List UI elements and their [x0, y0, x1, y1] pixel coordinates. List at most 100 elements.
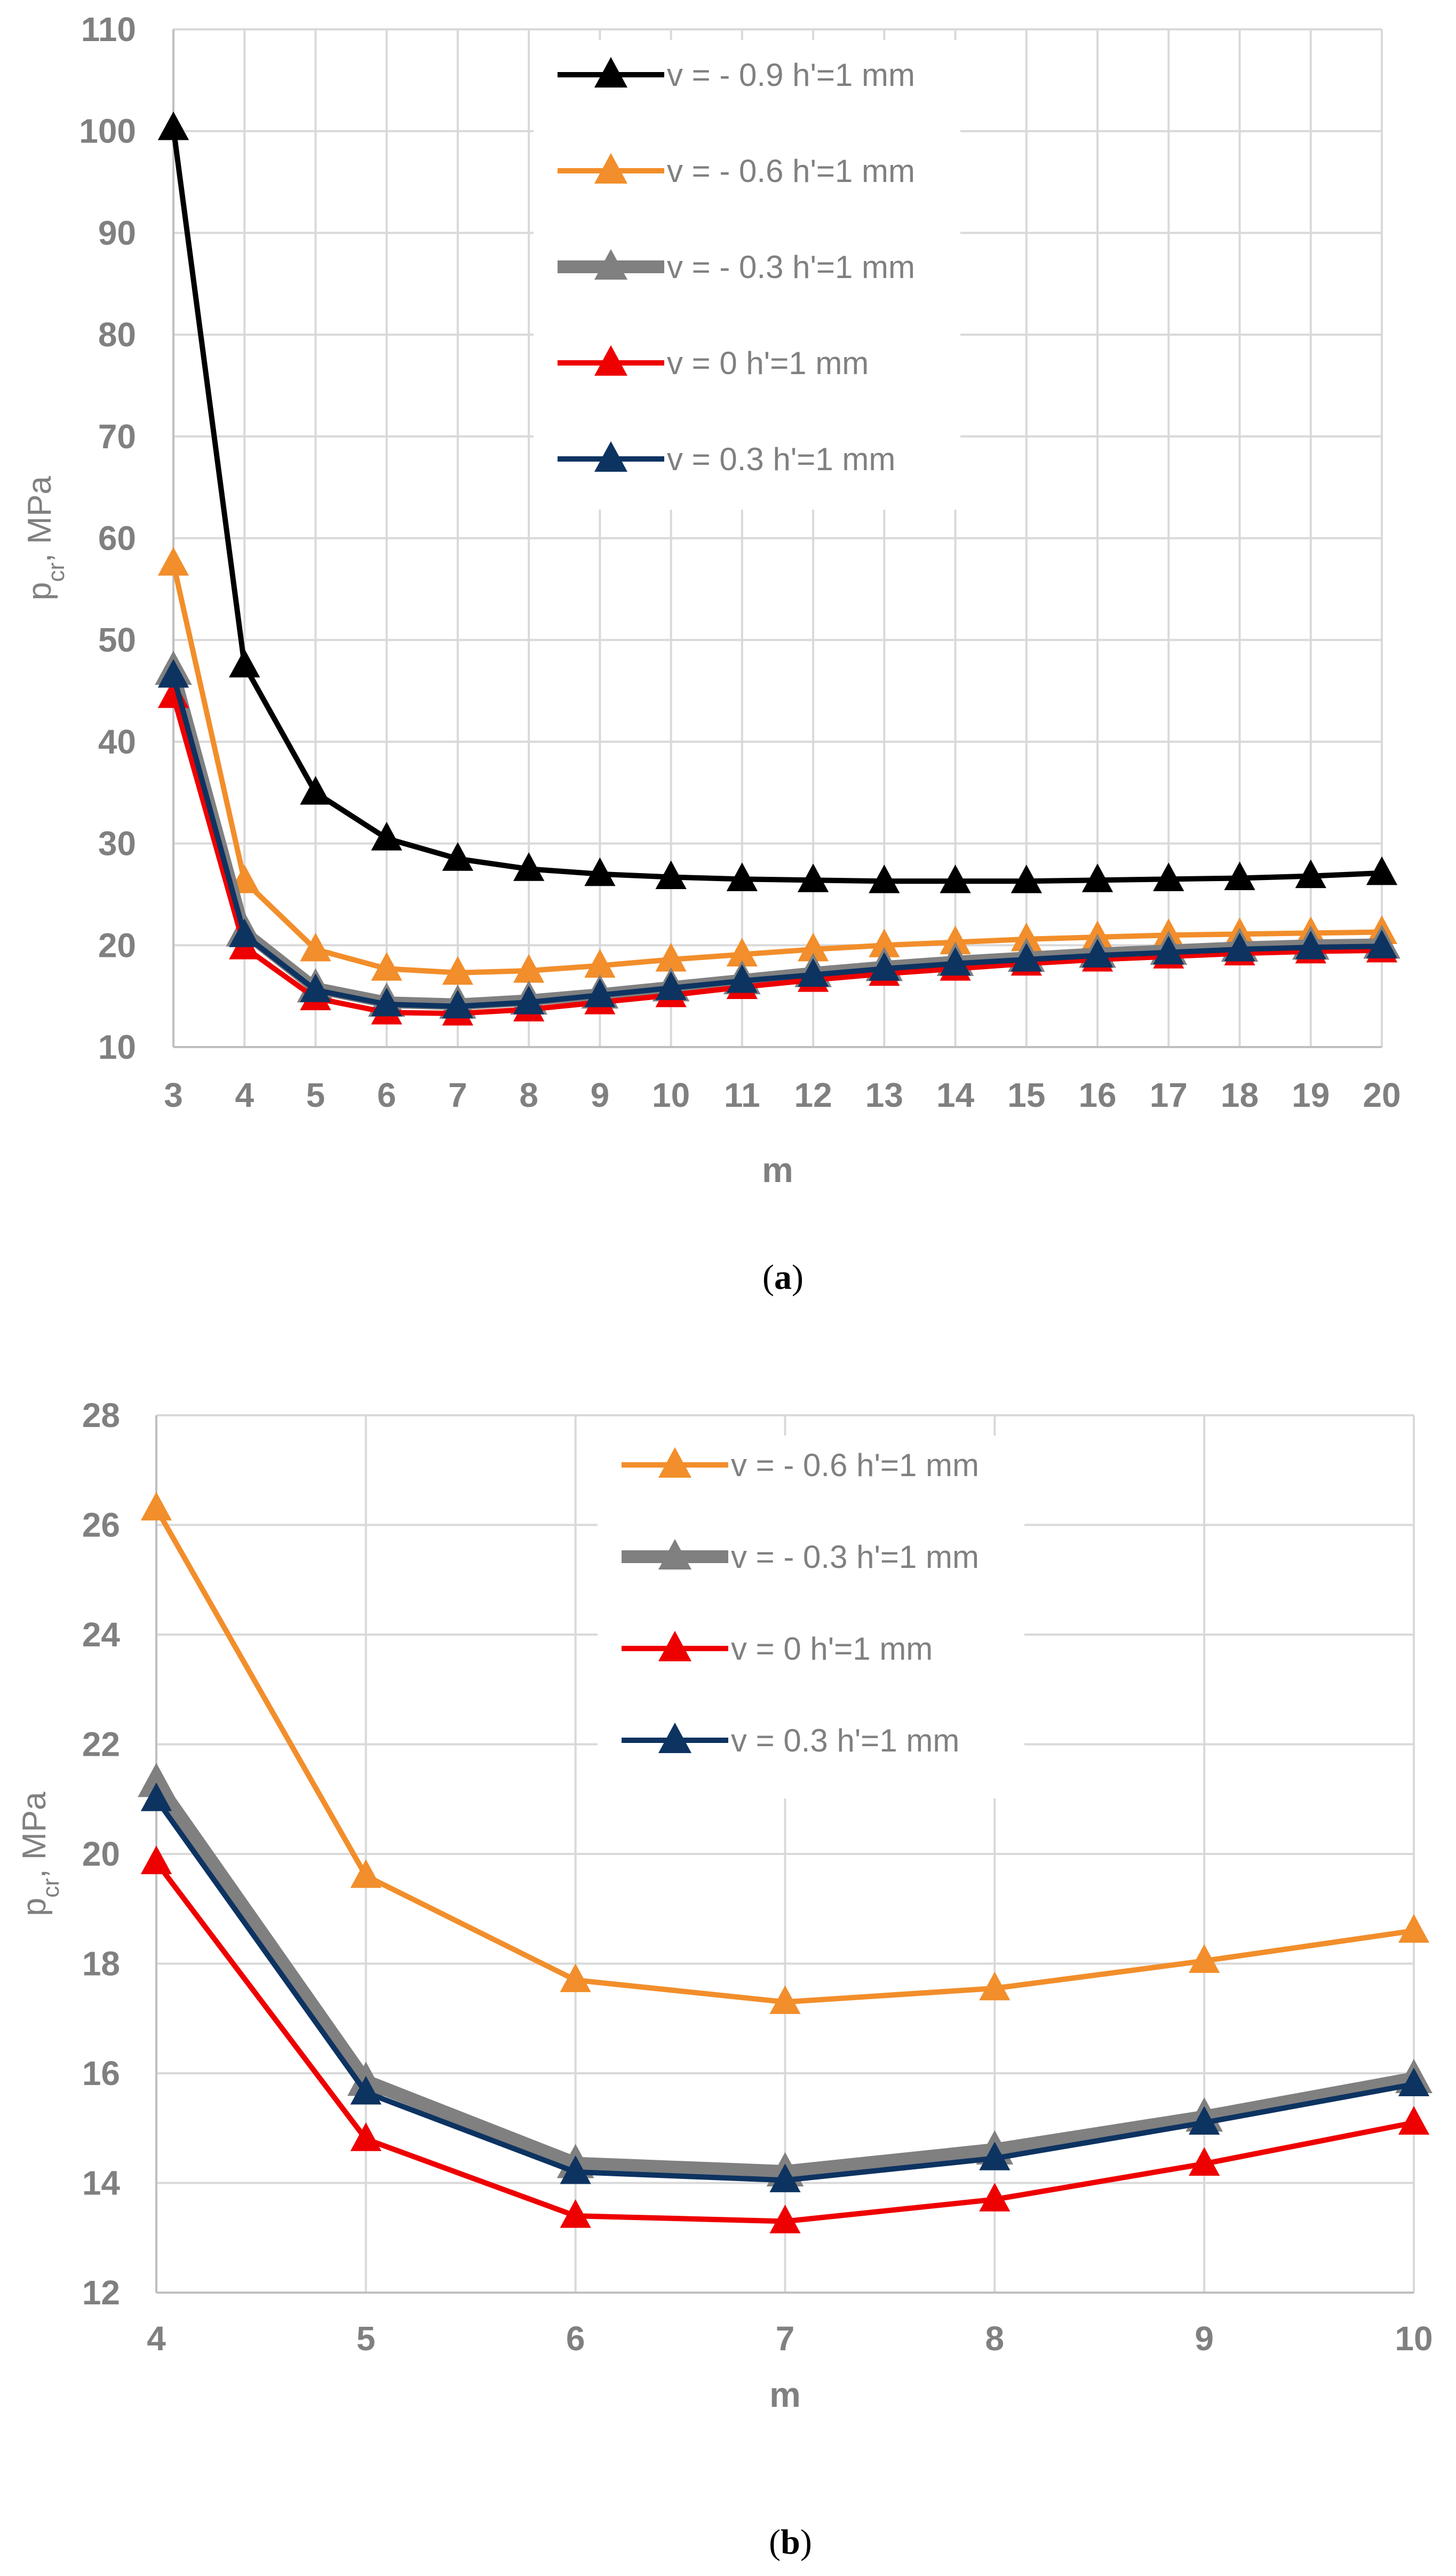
series-0-point [371, 821, 402, 851]
y-tick-label: 26 [82, 1506, 120, 1544]
series-0-point [442, 842, 474, 871]
y-axis-label: pcr, MPa [16, 1792, 64, 1916]
x-tick-label: 20 [1363, 1076, 1401, 1114]
legend-label-1: v = - 0.3 h'=1 mm [731, 1539, 979, 1575]
legend-marker-3 [658, 1722, 692, 1753]
series-0-point [1081, 863, 1113, 892]
series-4-point [1366, 930, 1398, 958]
legend-label-3: v = 0.3 h'=1 mm [731, 1723, 959, 1758]
legend-marker-1 [658, 1539, 692, 1570]
y-tick-label: 20 [98, 926, 136, 964]
y-tick-label: 40 [98, 723, 136, 761]
legend-marker-4 [594, 441, 628, 472]
y-axis-label: pcr, MPa [21, 475, 69, 600]
x-tick-label: 3 [164, 1076, 183, 1114]
x-axis-label: m [769, 2375, 801, 2414]
y-tick-label: 10 [98, 1028, 136, 1066]
series-2-point [1189, 2147, 1220, 2176]
legend-label-4: v = 0.3 h'=1 mm [667, 441, 895, 477]
series-0-point [513, 852, 545, 881]
series-line-1 [171, 561, 1385, 976]
x-tick-label: 5 [356, 2319, 376, 2358]
y-tick-label: 24 [82, 1615, 121, 1654]
legend-marker-1 [594, 153, 628, 184]
series-0-point [1153, 862, 1184, 891]
legend-marker-0 [658, 1447, 692, 1478]
legend-marker-3 [594, 345, 628, 376]
series-4-point [442, 989, 474, 1019]
y-tick-label: 30 [98, 825, 136, 863]
series-3-point [560, 2155, 591, 2184]
series-0-point [769, 1985, 801, 2014]
x-tick-label: 11 [724, 1076, 760, 1114]
series-0-point [1189, 1944, 1220, 1973]
series-0-point [229, 648, 260, 678]
x-tick-label: 15 [1007, 1076, 1045, 1114]
x-tick-label: 8 [985, 2319, 1005, 2358]
series-line-3 [171, 693, 1385, 1017]
x-tick-label: 4 [147, 2319, 166, 2358]
legend-marker-2 [658, 1630, 692, 1661]
y-tick-label: 18 [82, 1945, 120, 1983]
figure-caption: (a) [762, 1258, 803, 1297]
series-0-point [584, 857, 616, 886]
x-tick-label: 14 [936, 1076, 975, 1114]
y-tick-label: 100 [79, 112, 136, 150]
legend-label-2: v = 0 h'=1 mm [731, 1631, 933, 1667]
series-4-point [1011, 942, 1042, 972]
series-0-point [1011, 865, 1042, 893]
x-tick-label: 4 [235, 1076, 254, 1114]
series-4-point [371, 987, 402, 1017]
series-4-point [584, 978, 616, 1008]
series-line-0 [171, 125, 1385, 884]
legend-marker-0 [594, 57, 628, 88]
series-2-point [560, 2199, 591, 2228]
x-tick-label: 10 [1395, 2319, 1433, 2358]
series-1-point [442, 956, 474, 985]
x-tick-label: 13 [865, 1076, 903, 1114]
x-tick-label: 7 [448, 1076, 467, 1114]
series-4-point [513, 985, 545, 1014]
chart-b: 12 14 16 18 20 22 24 26 28 4 5 6 7 8 9 10 m pcr, MPa v = -… [16, 1396, 1433, 2562]
legend-marker-2 [594, 249, 628, 280]
series-4-point [797, 958, 829, 987]
legend-label-2: v = - 0.3 h'=1 mm [667, 249, 915, 285]
x-tick-label: 18 [1221, 1076, 1259, 1114]
series-0-point [869, 865, 900, 893]
series-2-point [979, 2183, 1011, 2212]
y-tick-label: 50 [98, 621, 136, 659]
y-tick-label: 60 [98, 519, 136, 558]
series-0-point [300, 776, 331, 805]
series-0-point [560, 1963, 591, 1992]
series-1-point [157, 547, 189, 576]
y-tick-label: 80 [98, 315, 136, 354]
series-4-point [869, 952, 900, 981]
legend-label-0: v = - 0.9 h'=1 mm [667, 57, 915, 93]
series-2-point [140, 1845, 172, 1874]
y-tick-label: 12 [82, 2273, 120, 2312]
series-line-4 [171, 672, 1385, 1009]
legend-label-3: v = 0 h'=1 mm [667, 345, 869, 381]
series-2-point [769, 2205, 801, 2233]
y-tick-label: 28 [82, 1396, 120, 1434]
series-4-point [655, 971, 687, 1000]
y-tick-label: 90 [98, 213, 136, 252]
x-tick-label: 5 [306, 1076, 325, 1114]
series-3-point [1398, 2067, 1430, 2097]
series-0-point [797, 863, 829, 892]
legend-label-0: v = - 0.6 h'=1 mm [731, 1447, 979, 1483]
series-3-point [769, 2163, 801, 2192]
series-4-point [229, 918, 260, 947]
series-4-point [726, 964, 758, 993]
series-2-point [1398, 2106, 1430, 2135]
series-3-point [979, 2142, 1011, 2170]
series-4-point [1081, 939, 1113, 968]
series-0-point [1295, 859, 1326, 889]
x-tick-label: 7 [776, 2319, 795, 2358]
chart-a: 10 20 30 40 50 60 70 80 90 100 110 3 4 5 6 7 8 9 10 11 12 13 1… [21, 10, 1401, 1297]
x-tick-label: 9 [1195, 2319, 1214, 2358]
x-tick-label: 6 [566, 2319, 585, 2358]
series-0-point [1366, 856, 1398, 885]
series-0-point [1398, 1914, 1430, 1943]
series-4-point [1224, 932, 1255, 962]
